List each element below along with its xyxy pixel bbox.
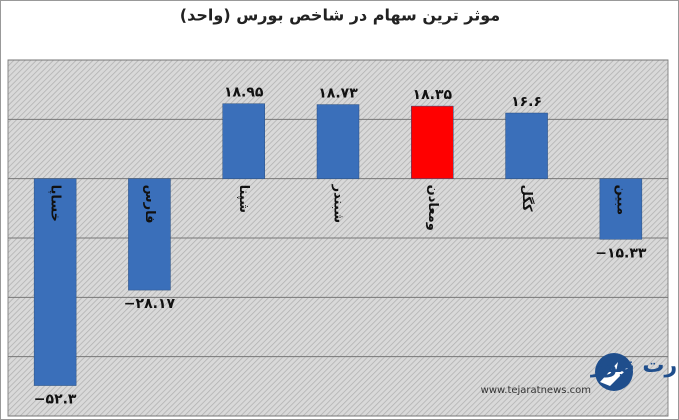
value-label: −۱۵.۳۳ [595, 245, 647, 261]
value-label: ۱۶.۶ [511, 94, 542, 110]
bar [599, 178, 643, 240]
logo-text: تجارت نیوز [590, 353, 679, 378]
x-tick-label: خساپا [48, 185, 63, 222]
x-tick-label: کگل [519, 185, 535, 212]
x-tick-label: فارس [142, 185, 157, 224]
x-tick-label: مبین [613, 185, 628, 215]
bar [222, 103, 265, 179]
x-tick-label: شبندر [331, 184, 346, 223]
value-label: −۲۸.۱۷ [124, 296, 176, 312]
bar [33, 178, 77, 386]
value-label: ۱۸.۹۵ [224, 85, 264, 101]
logo-url: www.tejaratnews.com [481, 385, 591, 396]
logo: تجارت نیوز www.tejaratnews.com [481, 353, 679, 396]
chart-title: موثر ترین سهام در شاخص بورس (واحد) [180, 6, 500, 25]
x-tick-label: شپنا [236, 185, 251, 213]
bar [505, 112, 548, 179]
value-label: ۱۸.۷۳ [318, 86, 358, 102]
bar [411, 105, 454, 179]
value-label: −۵۲.۳ [34, 392, 77, 408]
x-tick-label: ومعادن [425, 185, 440, 231]
logo-arrow [600, 362, 628, 386]
value-label: ۱۸.۳۵ [413, 87, 453, 103]
bar [128, 178, 171, 291]
bar [316, 104, 360, 179]
